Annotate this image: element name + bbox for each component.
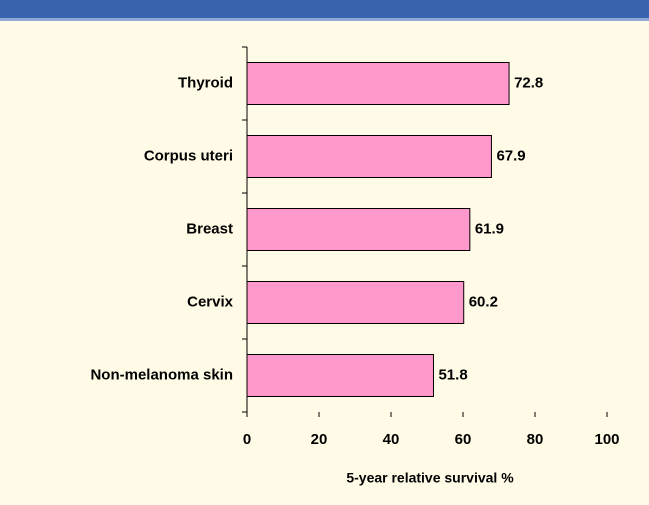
bar <box>246 281 465 324</box>
x-axis-label: 5-year relative survival % <box>346 470 514 486</box>
value-label: 61.9 <box>475 220 504 237</box>
y-tick-label: Cervix <box>187 293 234 310</box>
y-tick-label: Breast <box>186 220 233 237</box>
y-tick-label: Non-melanoma skin <box>90 366 233 383</box>
bar <box>246 62 510 105</box>
y-tick-label: Thyroid <box>178 74 233 91</box>
x-tick-label: 0 <box>243 431 251 448</box>
bar <box>246 208 471 251</box>
value-label: 72.8 <box>514 74 543 91</box>
x-tick-label: 40 <box>383 431 400 448</box>
x-tick-label: 20 <box>311 431 328 448</box>
bar <box>246 135 492 178</box>
x-tick-label: 60 <box>455 431 472 448</box>
y-tick-label: Corpus uteri <box>144 147 233 164</box>
header-bar <box>0 0 649 18</box>
bar <box>246 354 434 397</box>
x-tick-label: 100 <box>594 431 619 448</box>
x-tick-label: 80 <box>527 431 544 448</box>
value-label: 51.8 <box>438 366 467 383</box>
value-label: 67.9 <box>496 147 525 164</box>
header-stripe <box>0 18 649 21</box>
value-label: 60.2 <box>469 293 498 310</box>
